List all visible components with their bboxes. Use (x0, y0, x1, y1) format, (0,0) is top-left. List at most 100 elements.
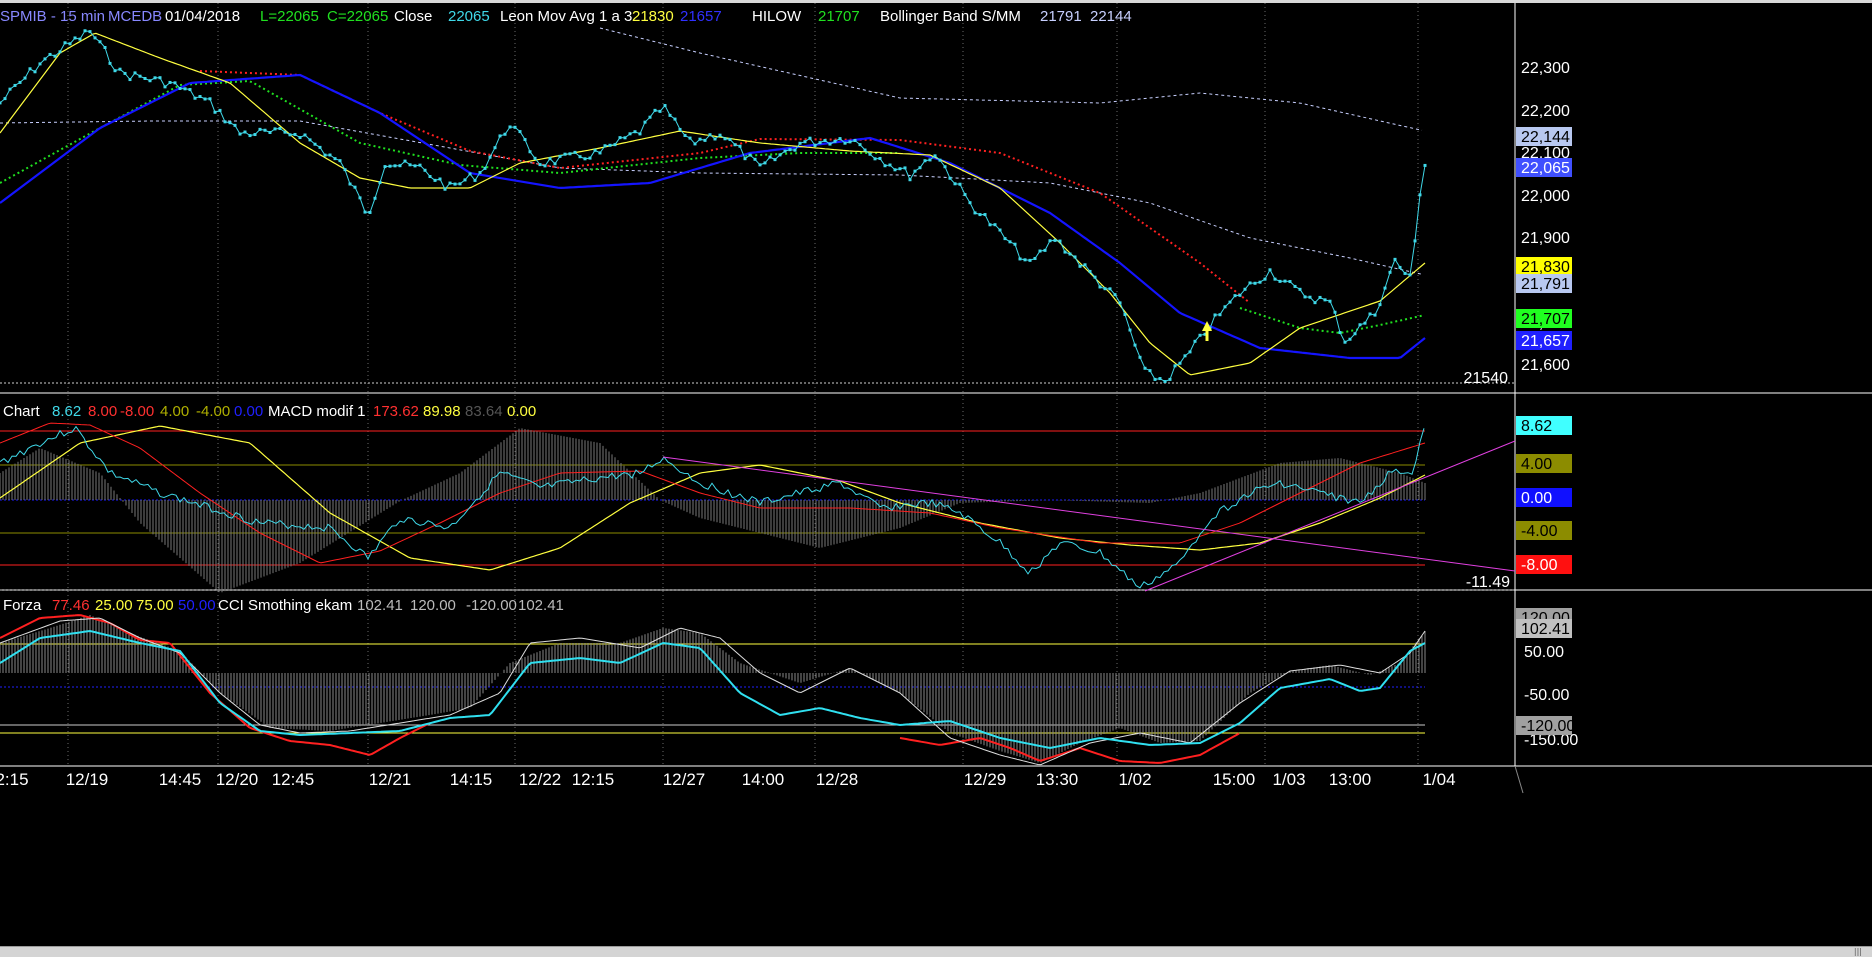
close-price-point (308, 138, 312, 142)
macd-header-item: 4.00 (160, 403, 189, 420)
close-price-point (778, 153, 782, 157)
close-price-point (518, 130, 522, 134)
close-price-point (903, 166, 907, 170)
price-value-tag-label: 22,144 (1521, 129, 1570, 146)
cci-header-item: 120.00 (410, 597, 456, 614)
close-price-point (428, 175, 432, 179)
macd-header-item: MACD modif 1 (268, 403, 366, 420)
close-price-point (758, 163, 762, 167)
cci-axis-label: 50.00 (1524, 644, 1564, 661)
close-price-point (88, 30, 92, 34)
close-price-point (863, 148, 867, 152)
close-price-point (1133, 343, 1137, 347)
cci-forza-line (0, 629, 1426, 750)
close-price-point (653, 108, 657, 112)
macd-value-tag (1516, 555, 1572, 574)
close-price-point (628, 132, 632, 136)
close-price-point (1338, 331, 1342, 335)
macd-header-item: 8.62 (52, 403, 81, 420)
close-price-point (1118, 301, 1122, 305)
close-price-point (28, 67, 32, 71)
macd-value-tag (1516, 521, 1572, 540)
macd-header-item: 173.62 (373, 403, 419, 420)
close-price-point (338, 159, 342, 163)
close-price-point (493, 146, 497, 150)
close-price-point (203, 97, 207, 101)
x-axis-label: 12/19 (66, 770, 109, 789)
close-price-point (213, 110, 217, 114)
close-price-point (133, 71, 137, 75)
price-header-item: 01/04/2018 (165, 8, 240, 25)
close-price-point (1368, 312, 1372, 316)
hilow-line (0, 73, 1426, 360)
close-price-point (983, 213, 987, 217)
price-header-item: 21830 (632, 8, 674, 25)
green-average-line (0, 80, 900, 184)
macd-signal-line (0, 425, 1426, 571)
cci-value-tag-label: 102.41 (1521, 621, 1570, 638)
macd-chart-line (0, 425, 1425, 589)
close-price-point (1093, 275, 1097, 279)
close-price-point (238, 132, 242, 136)
close-price-point (1103, 287, 1107, 291)
cci-header-item: 102.41 (518, 597, 564, 614)
close-price-point (503, 132, 507, 136)
close-price-point (1013, 242, 1017, 246)
price-header-item: 21707 (818, 8, 860, 25)
trendline-down (662, 456, 1516, 572)
close-price-point (1288, 280, 1292, 284)
close-price-point (1073, 255, 1077, 259)
price-header-item: Leon Mov Avg 1 a 3 (500, 8, 632, 25)
close-price-point (1278, 279, 1282, 283)
close-price-point (468, 172, 472, 176)
close-price-point (488, 155, 492, 159)
close-price-point (373, 196, 377, 200)
trendline-up (1144, 440, 1516, 592)
chart-area[interactable]: SPMIB - 15 min MCEDB 01/04/2018 L=22065 C=22… (0, 3, 1872, 943)
close-price-point (853, 138, 857, 142)
close-price-point (828, 142, 832, 146)
close-price-point (388, 164, 392, 168)
cci-value-tag (1516, 716, 1572, 735)
close-price-point (348, 182, 352, 186)
close-price-point (93, 36, 97, 40)
macd-value-tag-label: 4.00 (1521, 456, 1552, 473)
close-price-point (323, 153, 327, 157)
close-price-point (168, 80, 172, 84)
close-price-point (718, 133, 722, 137)
macd-line (0, 422, 1426, 564)
close-price-point (1128, 328, 1132, 332)
close-price-point (538, 163, 542, 167)
close-price-point (1173, 364, 1177, 368)
close-price-point (103, 46, 107, 50)
close-price-point (1063, 250, 1067, 254)
price-header-item: 21791 (1040, 8, 1082, 25)
close-price-point (673, 117, 677, 121)
close-price-point (1298, 287, 1302, 291)
x-axis-label: 2:15 (0, 770, 29, 789)
macd-header-item: -8.00 (120, 403, 154, 420)
close-price-point (268, 131, 272, 135)
cci-header-item: 75.00 (136, 597, 174, 614)
close-price-point (123, 71, 127, 75)
close-price-point (398, 164, 402, 168)
cci-smoothing-line (0, 617, 1426, 766)
close-price-point (1178, 361, 1182, 365)
close-price-point (773, 158, 777, 162)
price-value-tag (1516, 127, 1572, 146)
resize-grip-icon[interactable]: ||| (1853, 947, 1862, 956)
x-axis-label: 12/29 (964, 770, 1007, 789)
x-axis-label: 15:00 (1213, 770, 1256, 789)
price-header-item: 22065 (448, 8, 490, 25)
close-price-point (1053, 238, 1057, 242)
close-price-point (1233, 294, 1237, 298)
close-price-point (1383, 286, 1387, 290)
close-price-point (408, 163, 412, 167)
close-price-point (463, 178, 467, 182)
close-price-point (98, 40, 102, 44)
x-axis-label: 12/21 (369, 770, 412, 789)
close-price-point (763, 161, 767, 165)
close-price-point (588, 156, 592, 160)
close-price-line (0, 30, 1426, 383)
close-price-point (513, 125, 517, 129)
